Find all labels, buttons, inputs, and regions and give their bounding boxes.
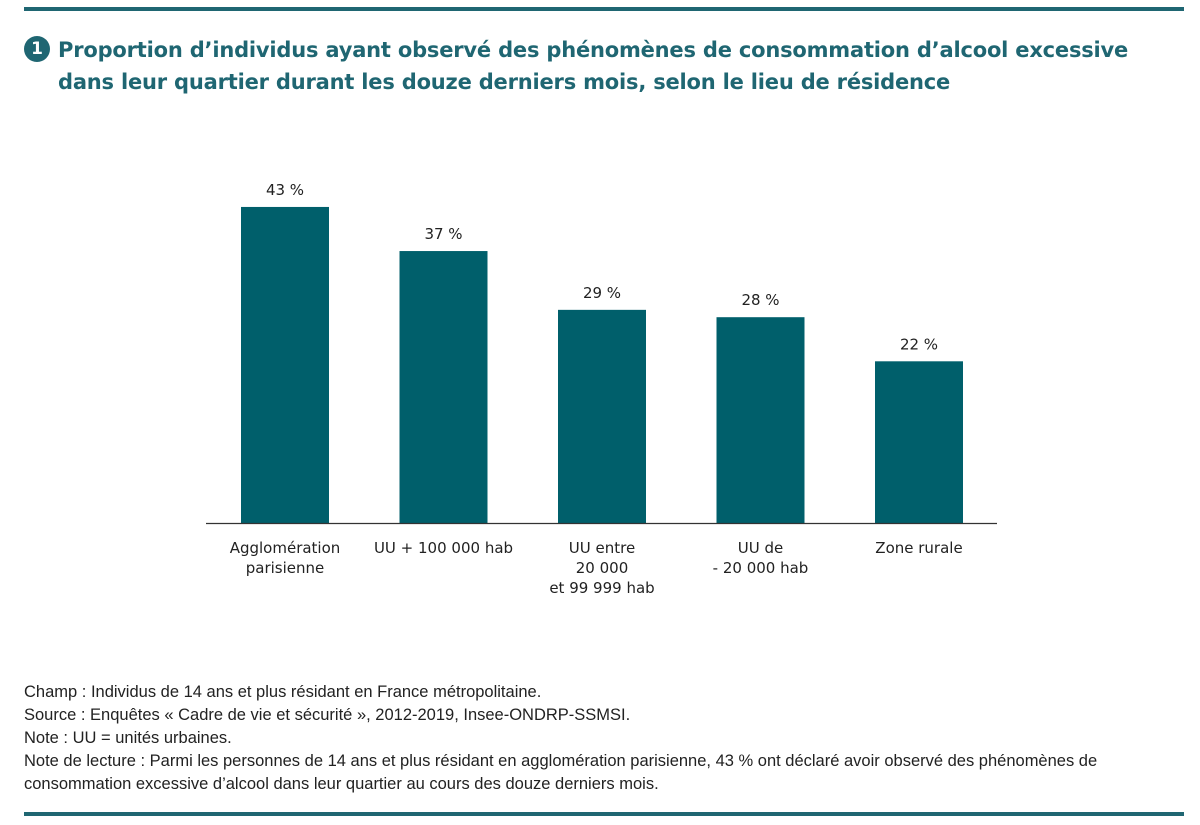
- bottom-rule: [24, 812, 1184, 816]
- value-label-3: 29 %: [583, 284, 621, 302]
- value-label-2: 37 %: [424, 225, 462, 243]
- category-label-4: UU de - 20 000 hab: [713, 539, 809, 577]
- category-label-line: Zone rurale: [875, 539, 962, 557]
- category-label-1: Agglomération parisienne: [230, 539, 341, 577]
- note-lecture: Note de lecture : Parmi les personnes de…: [24, 752, 1098, 793]
- value-label-1: 43 %: [266, 181, 304, 199]
- bar-chart: 43 % 37 % 29 % 28 % 22 % Agglomération parisi…: [206, 181, 997, 597]
- figure-notes: Champ : Individus de 14 ans et plus rési…: [24, 681, 1184, 796]
- value-label-4: 28 %: [741, 291, 779, 309]
- category-label-line: UU entre: [569, 539, 635, 557]
- category-label-line: 20 000: [576, 559, 629, 577]
- category-label-2: UU + 100 000 hab: [374, 539, 513, 557]
- note-champ: Champ : Individus de 14 ans et plus rési…: [24, 683, 542, 701]
- top-rule: [24, 7, 1184, 11]
- category-label-line: UU de: [738, 539, 783, 557]
- value-label-group: 43 % 37 % 29 % 28 % 22 %: [266, 181, 938, 353]
- bar-group: [241, 206, 963, 524]
- category-label-group: Agglomération parisienne UU + 100 000 hab U…: [230, 539, 963, 597]
- bar-5: [875, 361, 963, 523]
- category-label-line: Agglomération: [230, 539, 341, 557]
- category-label-5: Zone rurale: [875, 539, 962, 557]
- category-label-line: - 20 000 hab: [713, 559, 809, 577]
- note-source: Source : Enquêtes « Cadre de vie et sécu…: [24, 706, 631, 724]
- category-label-line: UU + 100 000 hab: [374, 539, 513, 557]
- bar-1: [241, 206, 329, 523]
- bar-4: [716, 317, 805, 523]
- value-label-5: 22 %: [900, 335, 938, 353]
- bar-2: [399, 251, 488, 524]
- note-uu: Note : UU = unités urbaines.: [24, 729, 232, 747]
- category-label-3: UU entre 20 000 et 99 999 hab: [549, 539, 654, 597]
- category-label-line: et 99 999 hab: [549, 579, 654, 597]
- figure-title: Proportion d’individus ayant observé des…: [58, 38, 1129, 94]
- bar-3: [558, 309, 646, 523]
- figure-number-badge: 1: [24, 36, 50, 62]
- figure-header: 1 Proportion d’individus ayant observé d…: [24, 34, 1184, 98]
- category-label-line: parisienne: [246, 559, 325, 577]
